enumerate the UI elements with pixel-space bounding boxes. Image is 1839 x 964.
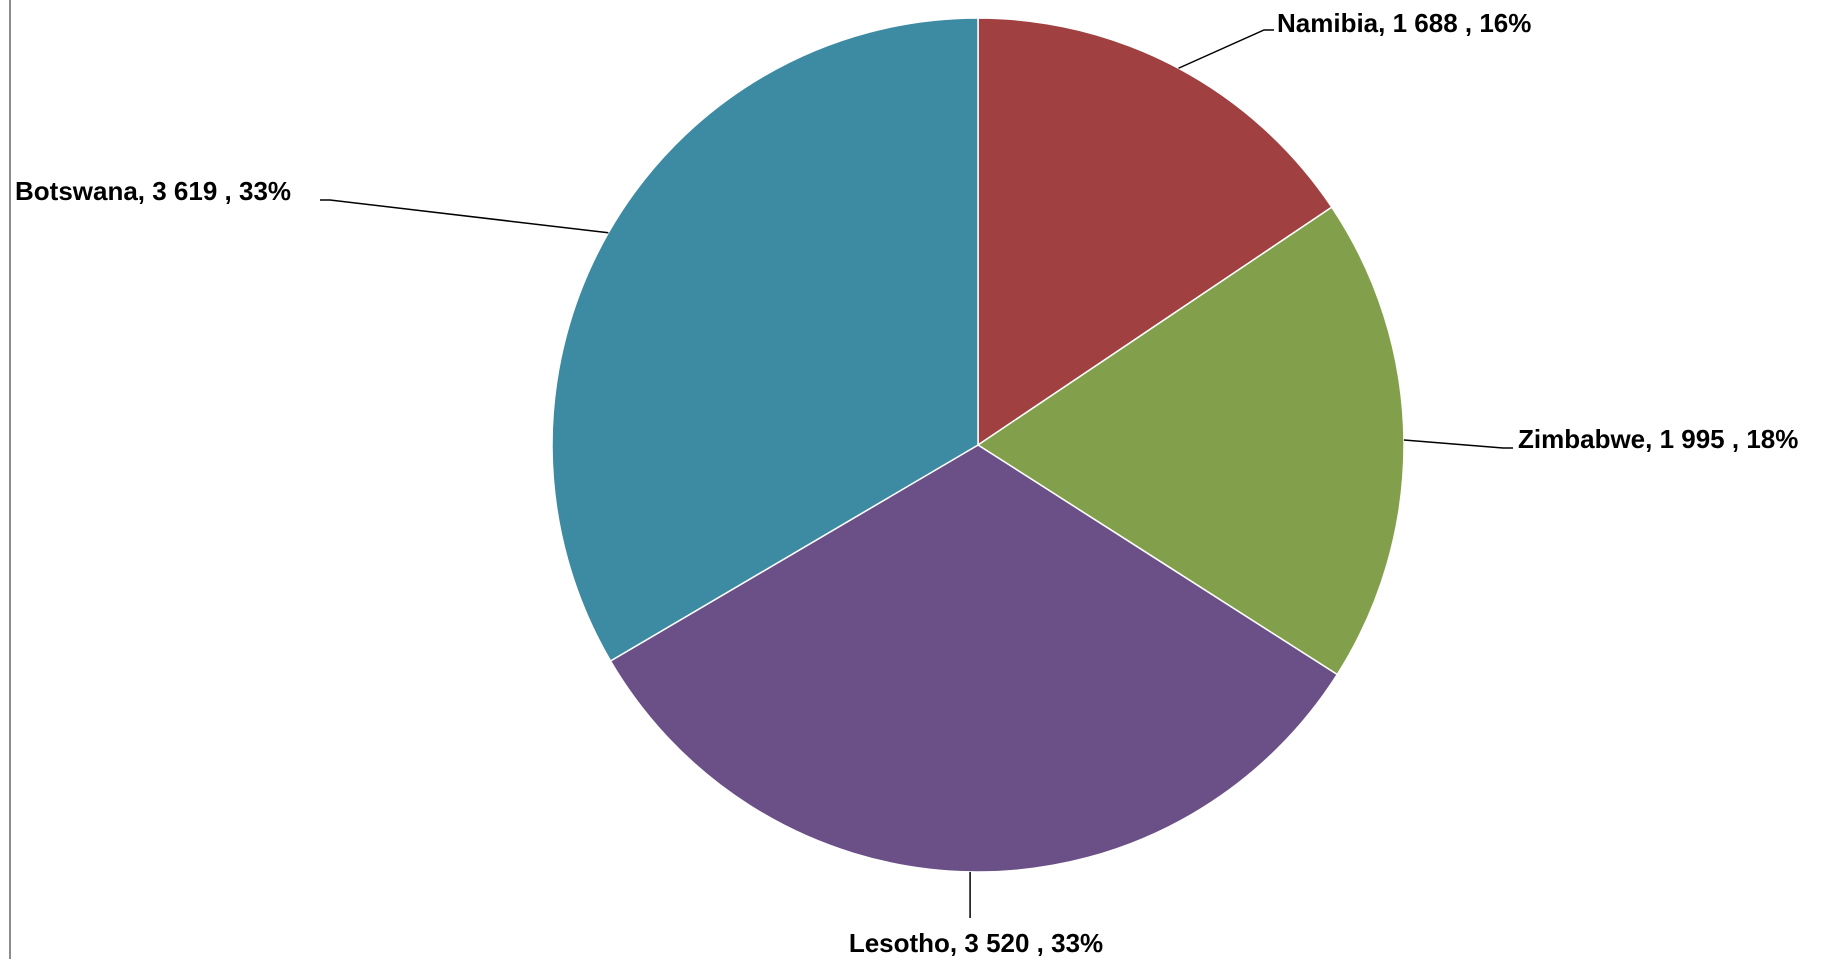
pie-slice-botswana [551,17,979,663]
chart-left-border [9,0,11,959]
leader-line-namibia [1178,29,1274,69]
data-labels: Namibia, 1 688 , 16% Zimbabwe, 1 995 , 1… [15,8,1798,958]
pie-slice-lesotho [609,444,1339,873]
leader-line-zimbabwe [1403,439,1513,449]
pie-slices [551,17,1405,873]
leader-lines [320,29,1513,918]
data-label-zimbabwe: Zimbabwe, 1 995 , 18% [1518,424,1798,454]
pie-slice-zimbabwe [976,206,1405,676]
pie-slice-namibia [977,17,1333,447]
data-label-namibia: Namibia, 1 688 , 16% [1277,8,1531,38]
leader-line-botswana [320,199,609,234]
data-label-lesotho: Lesotho, 3 520 , 33% [849,928,1103,958]
data-label-botswana: Botswana, 3 619 , 33% [15,176,291,206]
